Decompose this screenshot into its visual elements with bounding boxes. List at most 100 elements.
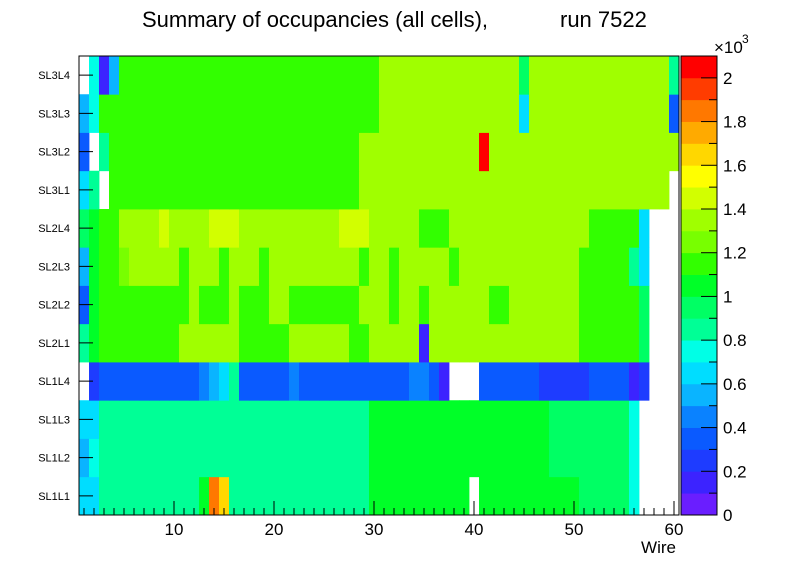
heatmap-cell [299,285,310,325]
heatmap-cell [409,132,420,172]
heatmap-cell [109,362,120,401]
heatmap-cell [209,285,220,325]
heatmap-cell [549,323,560,363]
heatmap-cell [279,362,290,401]
heatmap-cell [489,247,500,286]
heatmap-cell [449,323,460,363]
heatmap-cell [229,209,240,248]
heatmap-cell [339,209,350,248]
heatmap-cell [419,170,430,210]
heatmap-cell [519,323,530,363]
row-label: SL3L4 [38,70,70,82]
heatmap-cell [289,170,300,210]
heatmap-cell [469,94,480,133]
heatmap-cell [229,170,240,210]
heatmap-cell [259,132,270,172]
row-label: SL3L2 [38,147,70,159]
heatmap-cell [349,247,360,286]
heatmap-cell [419,362,430,401]
heatmap-cell [539,170,550,210]
heatmap-cell [519,247,530,286]
heatmap-cell [539,132,550,172]
heatmap-cell [579,285,590,325]
heatmap-cell [249,170,260,210]
heatmap-cell [539,323,550,363]
heatmap-cell [259,209,270,248]
heatmap-cell [419,247,430,286]
heatmap-cell [619,56,630,95]
heatmap-cell [539,209,550,248]
heatmap-cell [179,209,190,248]
heatmap-cell [629,438,640,478]
color-scale-segment [681,296,717,319]
heatmap-cell [359,170,370,210]
heatmap-cell [639,323,650,363]
heatmap-cell [449,132,460,172]
row-label: SL1L4 [38,376,70,388]
heatmap-cell [429,247,440,286]
color-scale-segment [681,121,717,144]
heatmap-cell [459,132,470,172]
heatmap-cell [169,362,180,401]
heatmap-cell [89,400,100,439]
heatmap-cells [79,56,680,516]
heatmap-cell [289,438,300,478]
heatmap-cell [669,94,680,133]
heatmap-cell [219,132,230,172]
heatmap-cell [179,323,190,363]
heatmap-cell [299,94,310,133]
heatmap-cell [219,362,230,401]
heatmap-cell [509,323,520,363]
color-scale-tick-label: 1 [723,287,732,306]
heatmap-cell [529,209,540,248]
heatmap-cell [599,285,610,325]
heatmap-cell [489,56,500,95]
color-scale-segment [681,252,717,275]
heatmap-cell [439,170,450,210]
heatmap-cell [549,94,560,133]
color-scale-tick-label: 1.2 [723,244,747,263]
heatmap-cell [329,400,340,439]
heatmap-cell [469,323,480,363]
heatmap-cell [409,323,420,363]
heatmap-cell [229,476,240,516]
x-tick-label: 20 [265,520,284,539]
heatmap-cell [519,132,530,172]
heatmap-cell [509,132,520,172]
heatmap-cell [489,476,500,516]
heatmap-cell [279,170,290,210]
row-label: SL1L2 [38,453,70,465]
heatmap-cell [139,247,150,286]
color-scale-segment [681,230,717,254]
heatmap-cell [339,476,350,516]
heatmap-cell [159,323,170,363]
heatmap-cell [249,400,260,439]
heatmap-cell [189,323,200,363]
heatmap-cell [419,285,430,325]
heatmap-cell [279,323,290,363]
heatmap-cell [589,170,600,210]
heatmap-cell [399,132,410,172]
heatmap-cell [499,476,510,516]
heatmap-cell [479,132,490,172]
heatmap-cell [109,209,120,248]
heatmap-cell [219,476,230,516]
x-tick-label: 40 [465,520,484,539]
heatmap-cell [309,285,320,325]
heatmap-cell [409,209,420,248]
heatmap-cell [619,209,630,248]
heatmap-cell [409,476,420,516]
heatmap-cell [189,438,200,478]
heatmap-cell [159,170,170,210]
heatmap-cell [129,285,140,325]
heatmap-cell [649,132,660,172]
heatmap-cell [199,400,210,439]
heatmap-cell [339,247,350,286]
heatmap-cell [629,56,640,95]
heatmap-cell [619,476,630,516]
heatmap-cell [119,476,130,516]
heatmap-cell [309,209,320,248]
heatmap-cell [269,94,280,133]
heatmap-cell [279,132,290,172]
heatmap-cell [649,56,660,95]
